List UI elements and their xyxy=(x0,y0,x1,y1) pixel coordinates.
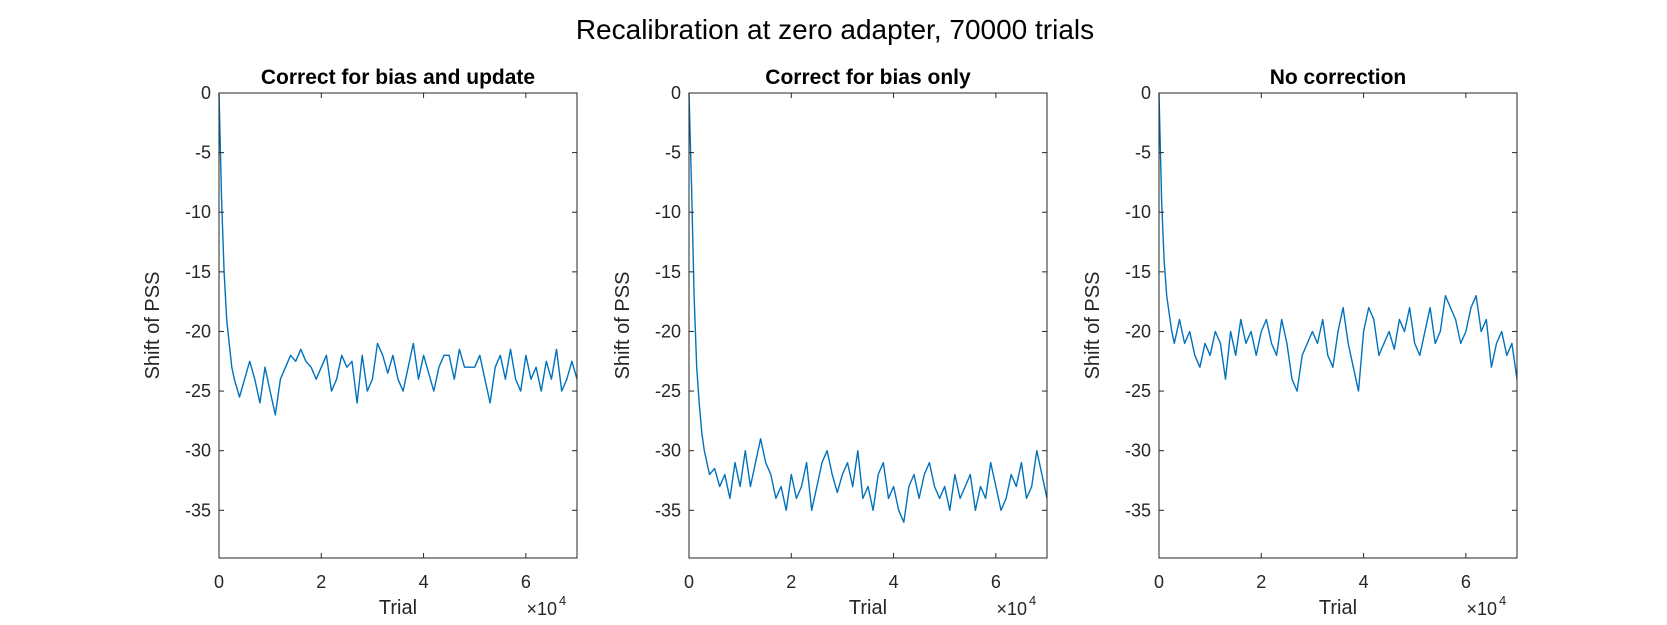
x-axis-label: Trial xyxy=(1319,597,1357,619)
y-tick-label: -30 xyxy=(655,441,681,461)
y-tick-label: -10 xyxy=(185,202,211,222)
y-tick-label: -20 xyxy=(655,321,681,341)
x-tick-label: 2 xyxy=(786,572,796,592)
x-multiplier-exponent: 4 xyxy=(1499,593,1506,608)
x-tick-label: 2 xyxy=(1256,572,1266,592)
series-line xyxy=(688,92,1048,523)
y-tick-label: 0 xyxy=(1141,83,1151,103)
axes-box xyxy=(1158,92,1518,559)
x-tick-label: 4 xyxy=(889,572,899,592)
y-tick-label: -30 xyxy=(1125,441,1151,461)
y-tick-label: -15 xyxy=(655,262,681,282)
y-tick-label: -15 xyxy=(185,262,211,282)
x-tick-label: 0 xyxy=(1154,572,1164,592)
y-tick-label: -35 xyxy=(1125,500,1151,520)
subplot-title: Correct for bias and update xyxy=(261,66,535,89)
x-tick-label: 2 xyxy=(316,572,326,592)
x-multiplier-base: ×10 xyxy=(996,599,1027,619)
x-tick-label: 0 xyxy=(684,572,694,592)
y-axis-label: Shift of PSS xyxy=(1082,272,1104,380)
subplot-2: Correct for bias only 0 -5 -10 -15 -20 -25 -30 -… xyxy=(612,66,1048,619)
y-axis-label: Shift of PSS xyxy=(612,272,634,380)
y-tick-label: -35 xyxy=(655,500,681,520)
figure-suptitle: Recalibration at zero adapter, 70000 tri… xyxy=(576,14,1094,45)
subplot-1: Correct for bias and update 0 -5 -10 -15 -20 -… xyxy=(142,66,578,619)
subplots: Correct for bias and update 0 -5 -10 -15 -20 -… xyxy=(142,66,1518,619)
y-tick-label: -30 xyxy=(185,441,211,461)
y-tick-label: 0 xyxy=(671,83,681,103)
x-multiplier-base: ×10 xyxy=(526,599,557,619)
y-tick-label: -15 xyxy=(1125,262,1151,282)
y-tick-label: -10 xyxy=(655,202,681,222)
y-tick-label: -20 xyxy=(185,321,211,341)
subplot-title: Correct for bias only xyxy=(765,66,971,89)
x-multiplier-exponent: 4 xyxy=(559,593,566,608)
x-axis-label: Trial xyxy=(379,597,417,619)
x-axis-label: Trial xyxy=(849,597,887,619)
y-axis-label: Shift of PSS xyxy=(142,272,164,380)
y-tick-label: -10 xyxy=(1125,202,1151,222)
series-line xyxy=(1158,92,1518,392)
x-multiplier-exponent: 4 xyxy=(1029,593,1036,608)
series-line xyxy=(218,92,578,416)
y-tick-label: -5 xyxy=(1135,143,1151,163)
y-tick-label: -20 xyxy=(1125,321,1151,341)
y-tick-label: -25 xyxy=(185,381,211,401)
x-tick-label: 6 xyxy=(521,572,531,592)
y-tick-label: -25 xyxy=(655,381,681,401)
y-tick-label: -5 xyxy=(665,143,681,163)
y-tick-label: 0 xyxy=(201,83,211,103)
x-tick-label: 4 xyxy=(419,572,429,592)
x-tick-label: 6 xyxy=(991,572,1001,592)
y-tick-label: -25 xyxy=(1125,381,1151,401)
x-tick-label: 4 xyxy=(1359,572,1369,592)
x-tick-label: 6 xyxy=(1461,572,1471,592)
axes-box xyxy=(688,92,1048,559)
axes-box xyxy=(218,92,578,559)
subplot-3: No correction 0 -5 -10 -15 -20 -25 -30 -35 0 2 4 6 ×1… xyxy=(1082,66,1518,619)
y-tick-label: -5 xyxy=(195,143,211,163)
x-tick-label: 0 xyxy=(214,572,224,592)
x-multiplier-base: ×10 xyxy=(1466,599,1497,619)
subplot-title: No correction xyxy=(1270,66,1407,89)
y-tick-label: -35 xyxy=(185,500,211,520)
